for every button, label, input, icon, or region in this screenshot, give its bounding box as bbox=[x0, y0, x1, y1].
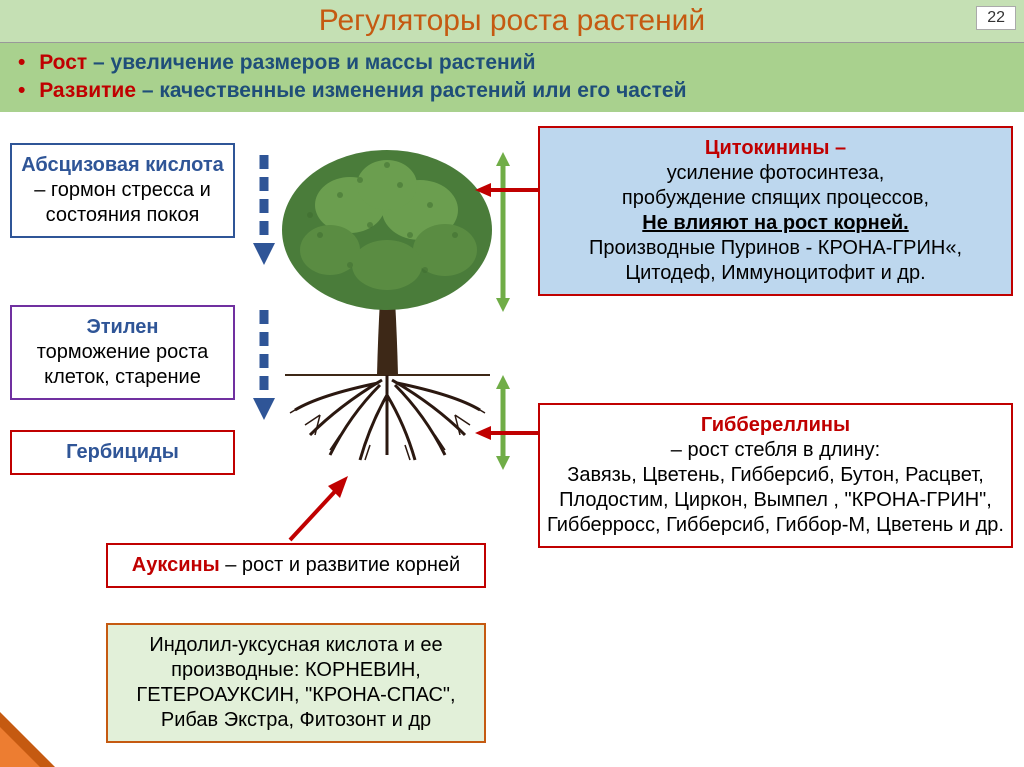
cyto-l3: Не влияют на рост корней. bbox=[546, 211, 1005, 236]
arrow-inhibit-crown bbox=[250, 155, 278, 265]
box-herbicides: Гербициды bbox=[10, 430, 235, 475]
box-ethylene: Этилен торможение роста клеток, старение bbox=[10, 305, 235, 400]
eth-title: Этилен bbox=[18, 315, 227, 340]
abk-title: Абсцизовая кислота bbox=[21, 154, 224, 176]
def2-term: Развитие bbox=[39, 79, 136, 102]
aux-desc: – рост и развитие корней bbox=[220, 554, 461, 576]
arrow-inhibit-roots bbox=[250, 310, 278, 420]
cyto-l2: пробуждение спящих процессов, bbox=[546, 186, 1005, 211]
arrow-cyto bbox=[475, 175, 545, 205]
def-growth: • Рост – увеличение размеров и массы рас… bbox=[36, 49, 1008, 77]
box-iaa: Индолил-уксусная кислота и ее производны… bbox=[106, 623, 486, 743]
page-title: Регуляторы роста растений bbox=[0, 0, 1024, 43]
arrow-gib bbox=[475, 418, 545, 448]
gib-title: Гиббереллины bbox=[546, 413, 1005, 438]
definitions: • Рост – увеличение размеров и массы рас… bbox=[0, 43, 1024, 112]
def-development: • Развитие – качественные изменения раст… bbox=[36, 77, 1008, 105]
cyto-l4: Производные Пуринов - КРОНА-ГРИН«, Цитод… bbox=[546, 236, 1005, 286]
page-number: 22 bbox=[976, 6, 1016, 30]
eth-desc: торможение роста клеток, старение bbox=[18, 340, 227, 390]
box-abscisic-acid: Абсцизовая кислота – гормон стресса и со… bbox=[10, 143, 235, 238]
aux-title: Ауксины bbox=[132, 554, 220, 576]
def2-desc: – качественные изменения растений или ег… bbox=[136, 79, 687, 102]
box-gibberellins: Гиббереллины – рост стебля в длину: Завя… bbox=[538, 403, 1013, 548]
def1-term: Рост bbox=[39, 51, 87, 74]
cyto-title: Цитокинины – bbox=[546, 136, 1005, 161]
gib-l1: – рост стебля в длину: bbox=[546, 438, 1005, 463]
box-auxins: Ауксины – рост и развитие корней bbox=[106, 543, 486, 588]
arrow-aux bbox=[280, 468, 360, 548]
box-cytokinins: Цитокинины – усиление фотосинтеза, пробу… bbox=[538, 126, 1013, 296]
cyto-l1: усиление фотосинтеза, bbox=[546, 161, 1005, 186]
gib-l2: Завязь, Цветень, Гибберсиб, Бутон, Расцв… bbox=[546, 463, 1005, 538]
def1-desc: – увеличение размеров и массы растений bbox=[87, 51, 535, 74]
corner-decoration-inner bbox=[0, 727, 40, 767]
abk-desc: – гормон стресса и состояния покоя bbox=[34, 179, 211, 226]
